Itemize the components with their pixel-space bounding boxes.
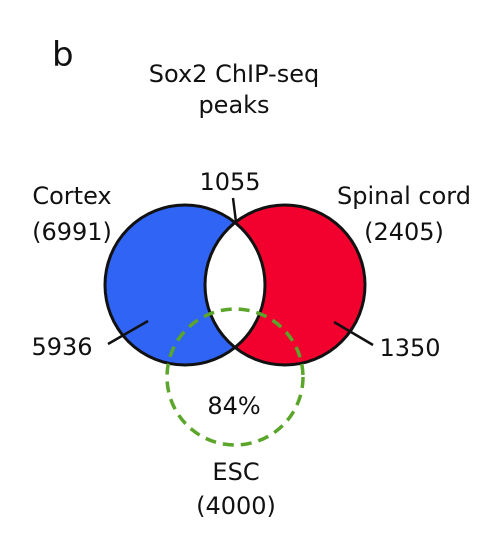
spinal-cord-total-label: (2405) bbox=[364, 218, 444, 246]
cortex-unique-leader-line bbox=[107, 319, 149, 346]
diagram-title-line-2: peaks bbox=[198, 91, 269, 119]
cortex-spinal-overlap-count: 1055 bbox=[199, 168, 260, 196]
esc-dashed-circle bbox=[165, 307, 305, 447]
cortex-total-label: (6991) bbox=[32, 218, 112, 246]
esc-name-label: ESC bbox=[212, 458, 259, 486]
esc-overlap-percent: 84% bbox=[207, 392, 260, 420]
cortex-name-label: Cortex bbox=[32, 182, 111, 210]
spinal-cord-circle-outline bbox=[203, 203, 367, 367]
cortex-spinal-overlap-region bbox=[205, 205, 265, 365]
spinal-cord-name-label: Spinal cord bbox=[337, 182, 471, 210]
cortex-circle-outline bbox=[103, 203, 267, 367]
spinal-unique-leader-line bbox=[333, 320, 374, 347]
panel-label: b bbox=[52, 35, 74, 75]
cortex-unique-count: 5936 bbox=[31, 333, 92, 361]
diagram-title-line-1: Sox2 ChIP-seq bbox=[149, 60, 319, 88]
spinal-cord-unique-count: 1350 bbox=[379, 334, 440, 362]
esc-total-label: (4000) bbox=[196, 492, 276, 520]
overlap-leader-line bbox=[231, 197, 238, 223]
